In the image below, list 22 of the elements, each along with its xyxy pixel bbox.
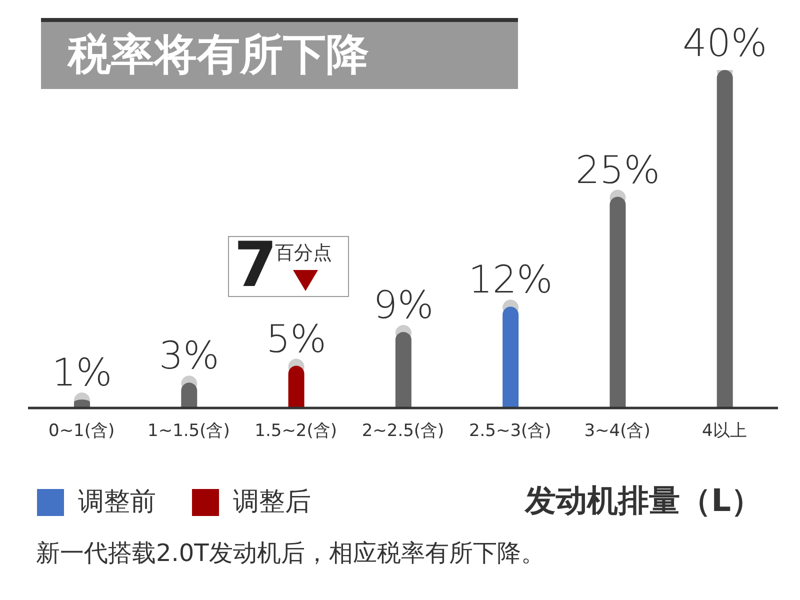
data-label: 9%	[373, 282, 434, 327]
x-axis-title: 发动机排量（L）	[525, 482, 762, 521]
data-label: 5%	[266, 316, 326, 361]
x-tick-label: 1~1.5(含)	[148, 421, 230, 442]
data-label: 12%	[468, 258, 553, 302]
x-tick-label: 1.5~2(含)	[254, 421, 338, 442]
x-tick-label: 0~1(含)	[48, 421, 115, 442]
data-label: 1%	[52, 350, 112, 395]
x-tick-label: 2~2.5(含)	[362, 421, 444, 442]
x-tick-label: 2.5~3(含)	[468, 421, 552, 442]
x-tick-label: 4以上	[702, 421, 747, 442]
data-label: 25%	[575, 148, 660, 192]
legend-label: 调整前	[78, 486, 156, 519]
legend-label: 调整后	[233, 486, 311, 519]
text: 新一代搭载2.0T发动机后，相应税率有所下降。	[36, 538, 545, 569]
annotation: 百分点	[275, 241, 332, 265]
chart-title: 税率将有所下降	[68, 30, 369, 80]
title-banner: 税率将有所下降	[41, 18, 518, 89]
data-label: 3%	[158, 334, 220, 378]
x-tick-label: 3~4(含)	[584, 421, 650, 442]
bar	[716, 70, 733, 408]
data-label: 40%	[682, 21, 768, 65]
